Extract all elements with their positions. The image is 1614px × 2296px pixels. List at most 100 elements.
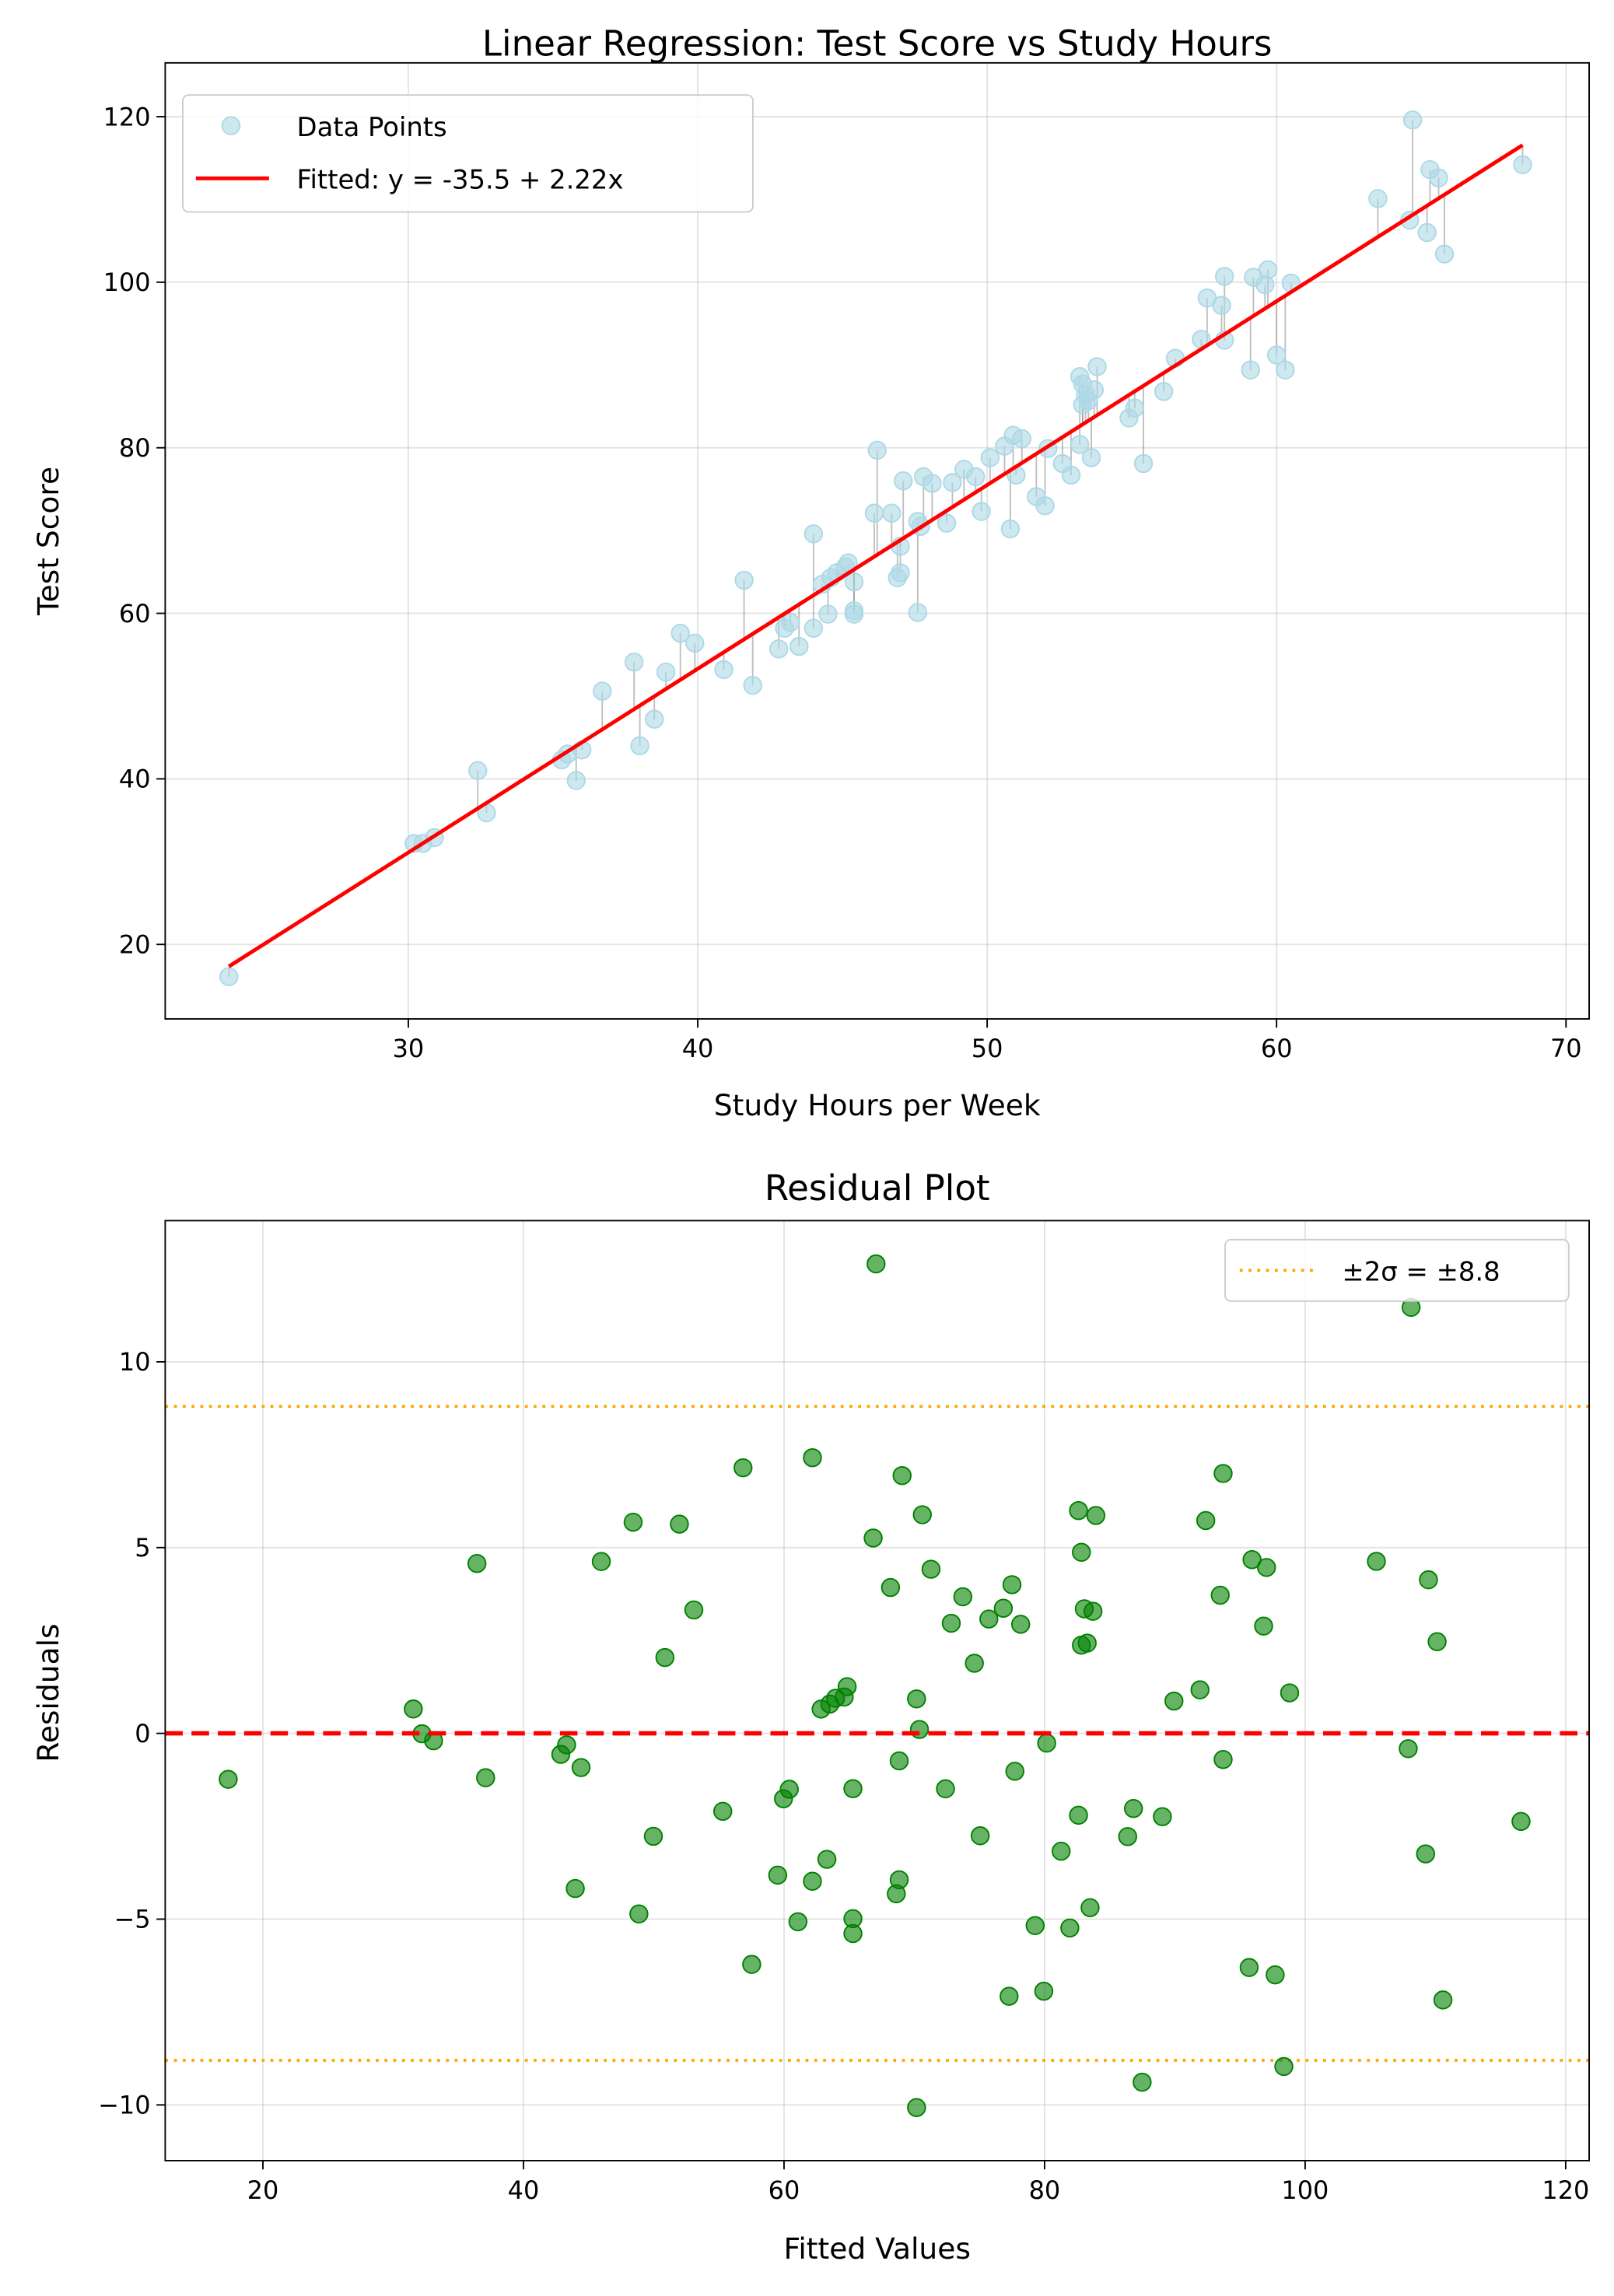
data-point xyxy=(1434,244,1455,264)
data-point xyxy=(972,502,991,521)
regression-chart: 30 40 50 60 70 20 40 60 80 100 120 Linear Regressi… xyxy=(31,23,1590,1122)
residual-point xyxy=(1433,1990,1453,2010)
residual-point xyxy=(889,1870,909,1890)
residual-point xyxy=(571,1758,591,1777)
data-point xyxy=(844,572,864,592)
x-tick-label: 40 xyxy=(682,1034,714,1063)
data-point xyxy=(1133,453,1154,474)
data-point xyxy=(593,681,612,701)
residual-point xyxy=(565,1878,585,1899)
data-point xyxy=(685,633,705,653)
data-point xyxy=(867,440,887,460)
residual-point xyxy=(881,1577,901,1598)
data-point xyxy=(1125,398,1145,418)
residual-point xyxy=(1118,1827,1137,1846)
y-tick-label: 100 xyxy=(103,268,151,297)
residual-point xyxy=(1254,1616,1273,1636)
data-point xyxy=(219,967,239,986)
residual-point xyxy=(1077,1633,1097,1653)
plot-frame xyxy=(164,61,1590,1020)
residual-point xyxy=(467,1554,487,1573)
data-point xyxy=(468,761,488,780)
residual-chart: 20 40 60 80 100 120 −10 −5 0 5 10 Residual Plot Fi… xyxy=(31,1167,1590,2266)
residual-point xyxy=(1069,1500,1088,1521)
data-point xyxy=(630,736,649,756)
residual-point xyxy=(557,1735,576,1755)
legend: Data Points Fitted: y = -35.5 + 2.22x xyxy=(182,94,754,213)
residual-point xyxy=(1025,1916,1045,1935)
residual-point xyxy=(843,1779,863,1798)
data-point xyxy=(656,662,676,682)
residual-point xyxy=(1164,1691,1184,1711)
y-tick-label: −10 xyxy=(98,2091,150,2120)
residual-point xyxy=(1123,1798,1143,1818)
data-point xyxy=(1061,465,1081,485)
residual-point xyxy=(712,1801,733,1822)
residual-point xyxy=(1052,1841,1071,1861)
residual-point xyxy=(1153,1807,1172,1826)
y-tick-label: 5 xyxy=(135,1533,150,1563)
data-point xyxy=(1276,360,1295,380)
y-tick-label: 120 xyxy=(103,102,151,131)
data-points xyxy=(219,110,1532,986)
residual-point xyxy=(953,1587,973,1607)
residual-point xyxy=(1280,1683,1300,1703)
residual-point xyxy=(1069,1805,1088,1825)
x-axis-label: Study Hours per Week xyxy=(714,1088,1041,1122)
residual-point xyxy=(1399,1739,1418,1759)
data-point xyxy=(743,675,762,695)
y-tick-label: −5 xyxy=(114,1905,150,1934)
residual-point xyxy=(1419,1570,1438,1590)
residual-point xyxy=(1002,1575,1022,1594)
residual-point xyxy=(941,1613,961,1633)
data-point xyxy=(1035,495,1055,516)
data-point xyxy=(644,709,664,729)
residual-point xyxy=(1086,1506,1106,1525)
data-point xyxy=(844,604,864,624)
legend-label-fit: Fitted: y = -35.5 + 2.22x xyxy=(297,164,624,194)
x-tick-label: 40 xyxy=(508,2175,540,2205)
residual-point xyxy=(863,1528,883,1548)
data-point xyxy=(803,618,824,638)
residual-point xyxy=(979,1609,999,1629)
x-tick-label: 60 xyxy=(1261,1034,1293,1063)
x-tick-label: 30 xyxy=(393,1034,425,1063)
legend: ±2σ = ±8.8 xyxy=(1224,1238,1570,1302)
residual-point xyxy=(670,1514,689,1534)
residual-point xyxy=(1083,1601,1103,1621)
data-point xyxy=(1081,448,1101,467)
residual-point xyxy=(655,1647,675,1668)
residual-point xyxy=(1133,2072,1152,2092)
data-point xyxy=(980,448,1000,467)
data-point xyxy=(670,623,690,643)
residual-point xyxy=(1213,1464,1233,1483)
data-point xyxy=(803,524,824,544)
legend-label-points: Data Points xyxy=(297,112,447,142)
residual-point xyxy=(1274,2056,1294,2077)
data-point xyxy=(891,563,910,583)
residual-point xyxy=(965,1654,984,1673)
residual-point xyxy=(1242,1550,1262,1570)
residual-point xyxy=(817,1850,837,1869)
residual-point xyxy=(1416,1844,1435,1864)
x-axis-label: Fitted Values xyxy=(783,2231,970,2266)
x-tick-label: 50 xyxy=(972,1034,1003,1063)
residual-point xyxy=(1034,1981,1054,2001)
residual-point xyxy=(1266,1965,1285,1985)
residual-point xyxy=(1190,1680,1210,1699)
y-tick-label: 40 xyxy=(119,765,151,794)
legend-marker-points xyxy=(221,116,241,135)
x-tick-label: 60 xyxy=(768,2175,800,2205)
data-point xyxy=(1000,519,1021,539)
residual-points xyxy=(219,1254,1531,2117)
residual-point xyxy=(909,1720,930,1739)
y-tick-label: 10 xyxy=(119,1347,151,1377)
data-point xyxy=(1402,110,1423,130)
residual-point xyxy=(733,1458,753,1478)
residual-point xyxy=(1080,1898,1100,1917)
data-point xyxy=(1266,345,1287,365)
data-point xyxy=(566,771,586,790)
residual-point xyxy=(1511,1811,1531,1832)
residual-point xyxy=(476,1768,495,1787)
data-point xyxy=(893,471,913,491)
